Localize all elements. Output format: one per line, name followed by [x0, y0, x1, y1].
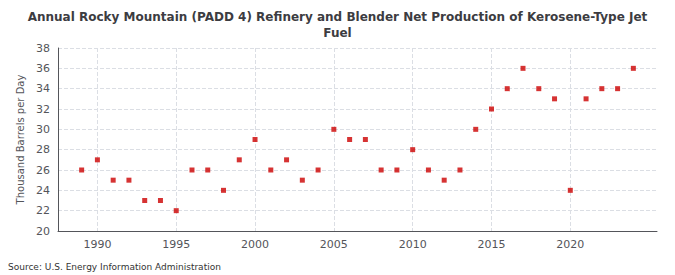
svg-text:1990: 1990: [83, 238, 111, 251]
svg-text:2000: 2000: [241, 238, 269, 251]
svg-text:Source: U.S. Energy Informatio: Source: U.S. Energy Information Administ…: [8, 262, 221, 272]
svg-text:2015: 2015: [477, 238, 505, 251]
svg-text:2005: 2005: [320, 238, 348, 251]
svg-text:36: 36: [36, 62, 50, 75]
svg-text:Thousand Barrels per Day: Thousand Barrels per Day: [15, 75, 26, 206]
svg-text:26: 26: [36, 164, 50, 177]
svg-text:28: 28: [36, 143, 50, 156]
svg-text:38: 38: [36, 42, 50, 55]
svg-text:Annual Rocky Mountain (PADD 4): Annual Rocky Mountain (PADD 4) Refinery …: [28, 10, 648, 24]
svg-text:24: 24: [36, 184, 50, 197]
svg-text:22: 22: [36, 204, 50, 217]
svg-text:30: 30: [36, 123, 50, 136]
svg-text:Fuel: Fuel: [323, 26, 351, 40]
svg-text:20: 20: [36, 225, 50, 238]
svg-text:1995: 1995: [162, 238, 190, 251]
svg-text:2020: 2020: [556, 238, 584, 251]
svg-text:32: 32: [36, 103, 50, 116]
svg-text:2010: 2010: [399, 238, 427, 251]
svg-text:34: 34: [36, 82, 50, 95]
